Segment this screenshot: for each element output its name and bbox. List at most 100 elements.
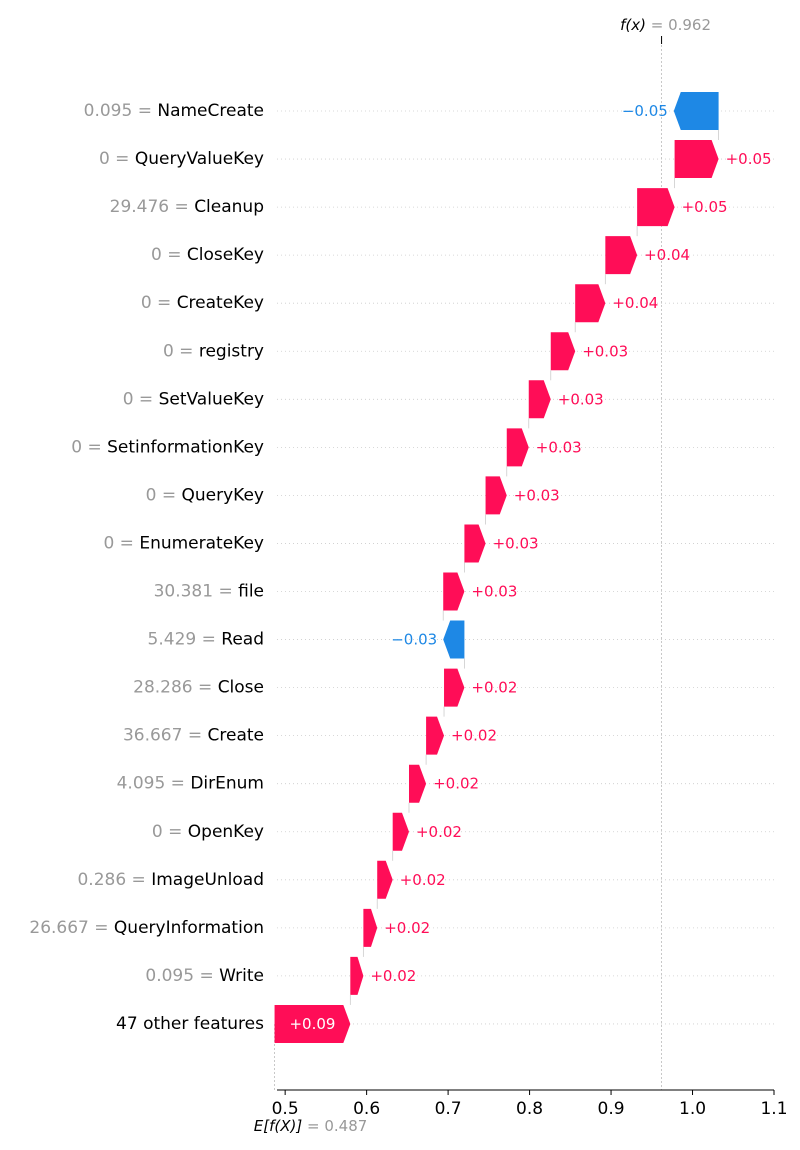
feature-label: 0 = SetValueKey — [123, 389, 264, 409]
bar-value-label: +0.03 — [558, 390, 604, 408]
bar-15 — [392, 812, 409, 851]
feature-name: SetinformationKey — [107, 437, 264, 457]
feature-label: 0 = CloseKey — [151, 245, 264, 265]
base-value: = 0.487 — [307, 1117, 367, 1135]
feature-name: DirEnum — [190, 774, 264, 794]
feature-value: 36.667 = — [123, 726, 208, 746]
bar-17 — [363, 908, 378, 947]
feature-label: 26.667 = QueryInformation — [29, 918, 264, 938]
bar-value-label: +0.02 — [416, 823, 462, 841]
feature-name: Read — [221, 630, 264, 650]
x-tick-label: 0.7 — [435, 1099, 462, 1119]
feature-label: 30.381 = file — [154, 582, 264, 602]
x-tick-label: 0.6 — [353, 1099, 380, 1119]
feature-name: registry — [199, 341, 264, 361]
bar-value-label: +0.04 — [644, 246, 690, 264]
feature-label: 36.667 = Create — [123, 726, 264, 746]
x-tick-label: 0.9 — [598, 1099, 625, 1119]
feature-name: QueryInformation — [114, 918, 264, 938]
feature-value: 0.286 = — [77, 870, 151, 890]
feature-value: 4.095 = — [117, 774, 191, 794]
feature-value: 0.095 = — [145, 966, 219, 986]
bar-9 — [464, 524, 486, 563]
feature-name: CreateKey — [177, 293, 264, 313]
bar-value-label: +0.05 — [726, 150, 772, 168]
grid-lines — [277, 110, 774, 1025]
feature-value: 0 = — [163, 341, 199, 361]
bar-14 — [408, 764, 427, 803]
output-value-label: f(x) = 0.962 — [620, 16, 711, 34]
bar-value-label: +0.02 — [433, 775, 479, 793]
feature-value: 0 = — [141, 293, 177, 313]
base-value-label: E[f(X)] = 0.487 — [254, 1117, 368, 1135]
bar-3 — [605, 236, 638, 275]
feature-value: 29.476 = — [110, 197, 195, 217]
bar-value-label: +0.03 — [471, 583, 517, 601]
feature-name: Create — [208, 726, 265, 746]
feature-value: 0.095 = — [84, 101, 158, 121]
bars — [274, 92, 719, 1043]
x-tick-label: 0.5 — [272, 1099, 299, 1119]
x-axis: 0.5 0.6 0.7 0.8 0.9 1.0 1.1 — [272, 1089, 788, 1119]
feature-value: 26.667 = — [29, 918, 114, 938]
bar-value-label: +0.03 — [582, 342, 628, 360]
feature-value: 0 = — [151, 245, 187, 265]
feature-value: 0 = — [152, 822, 188, 842]
bar-value-label: +0.03 — [536, 438, 582, 456]
bar-19 — [274, 1004, 351, 1043]
x-tick-label: 0.8 — [516, 1099, 543, 1119]
feature-labels: −0.05 0.095 = NameCreate +0.05 0 = QueryVal… — [29, 101, 771, 1034]
feature-label: 0.286 = ImageUnload — [77, 870, 264, 890]
feature-name: NameCreate — [157, 101, 264, 121]
bar-0 — [673, 92, 719, 130]
feature-value: 28.286 = — [133, 678, 218, 698]
bar-value-label: −0.05 — [622, 102, 668, 120]
bar-value-label: +0.09 — [289, 1015, 335, 1033]
bar-value-label: +0.02 — [400, 871, 446, 889]
feature-label: 28.286 = Close — [133, 678, 264, 698]
bar-value-label: +0.03 — [493, 534, 539, 552]
bar-value-label: +0.05 — [682, 198, 728, 216]
feature-label: 29.476 = Cleanup — [110, 197, 264, 217]
feature-label: 0 = SetinformationKey — [71, 437, 264, 457]
bar-value-label: +0.04 — [612, 294, 658, 312]
feature-value: 0 = — [71, 437, 107, 457]
feature-label: 5.429 = Read — [148, 630, 264, 650]
bar-5 — [550, 332, 576, 371]
feature-name: Close — [218, 678, 264, 698]
x-tick-label: 1.0 — [679, 1099, 706, 1119]
bar-4 — [575, 284, 606, 323]
feature-label: 0 = QueryValueKey — [99, 149, 264, 169]
feature-label: 0 = registry — [163, 341, 264, 361]
bar-1 — [674, 140, 719, 179]
bar-7 — [506, 428, 529, 467]
bar-value-label: +0.02 — [471, 679, 517, 697]
bar-value-label: +0.02 — [384, 919, 430, 937]
feature-name: QueryValueKey — [135, 149, 264, 169]
bar-12 — [444, 668, 465, 707]
bar-10 — [443, 572, 465, 611]
feature-value: 0 = — [99, 149, 135, 169]
bar-value-label: −0.03 — [391, 631, 437, 649]
feature-label: 47 other features — [116, 1014, 264, 1034]
feature-label: 4.095 = DirEnum — [117, 774, 264, 794]
bar-18 — [350, 956, 364, 995]
feature-name: file — [238, 582, 264, 602]
feature-name: QueryKey — [182, 485, 265, 505]
bar-16 — [377, 860, 393, 899]
feature-name: SetValueKey — [159, 389, 264, 409]
feature-name: CloseKey — [187, 245, 264, 265]
feature-label: 0 = EnumerateKey — [103, 533, 264, 553]
x-tick-label: 1.1 — [760, 1099, 787, 1119]
feature-name: ImageUnload — [151, 870, 264, 890]
bar-value-label: +0.03 — [514, 486, 560, 504]
bar-11 — [443, 620, 465, 659]
feature-label: 0 = OpenKey — [152, 822, 264, 842]
feature-name: Cleanup — [194, 197, 264, 217]
bar-value-label: +0.02 — [370, 967, 416, 985]
feature-label: 0.095 = NameCreate — [84, 101, 264, 121]
feature-value: 5.429 = — [148, 630, 222, 650]
bar-6 — [528, 380, 551, 419]
feature-value: 0 = — [146, 485, 182, 505]
